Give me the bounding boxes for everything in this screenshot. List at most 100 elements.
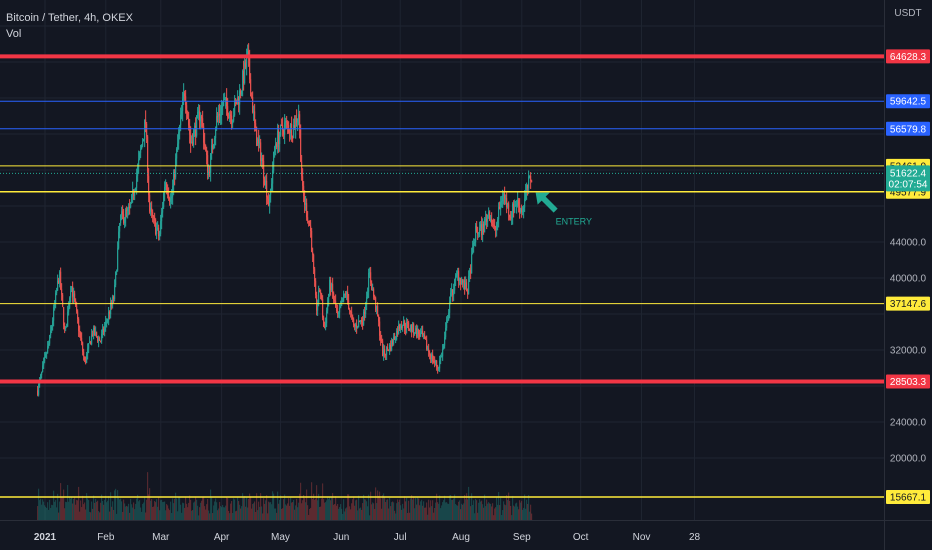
level-tag-label: 28503.3: [890, 377, 927, 388]
volume-bar: [300, 482, 302, 520]
volume-bar: [410, 498, 412, 520]
volume-bar: [194, 501, 196, 520]
volume-bar: [406, 497, 408, 520]
horizontal-levels[interactable]: 64628.359642.556579.852461.049577.937147…: [0, 49, 930, 504]
candle-body: [486, 218, 488, 222]
candle-body: [526, 185, 528, 193]
volume-bar: [93, 495, 95, 520]
volume-bar: [506, 495, 508, 520]
candle-body: [480, 224, 482, 228]
volume-bar: [326, 500, 328, 520]
volume-bar: [401, 509, 403, 520]
volume-bar: [166, 504, 168, 520]
candle-body: [443, 345, 445, 349]
volume-bar: [458, 501, 460, 520]
candle-body: [259, 142, 261, 144]
candle-body: [59, 271, 61, 283]
volume-bar: [209, 513, 211, 520]
volume-bar: [206, 504, 208, 520]
candle-body: [76, 305, 78, 312]
volume-bar: [493, 515, 495, 520]
volume-bar: [86, 493, 88, 520]
symbol-title[interactable]: Bitcoin / Tether, 4h, OKEX: [6, 12, 133, 24]
candle-body: [340, 306, 342, 308]
volume-bar: [154, 501, 156, 520]
candle-body: [99, 338, 101, 341]
volume-bar: [51, 504, 53, 520]
time-axis[interactable]: 2021 Feb Mar Apr May Jun Jul Aug Sep Oct Nov 28: [34, 532, 701, 543]
candle-body: [119, 223, 121, 232]
candle-body: [447, 320, 449, 322]
volume-bar: [462, 504, 464, 520]
candle-body: [313, 254, 315, 269]
volume-bar: [113, 509, 115, 520]
volume-bar: [130, 498, 132, 520]
volume-bar: [124, 503, 126, 520]
volume-bar: [38, 488, 40, 520]
candle-body: [396, 330, 398, 340]
candle-body: [355, 324, 357, 327]
volume-bar: [293, 499, 295, 520]
volume-label[interactable]: Vol: [6, 28, 22, 40]
candle-body: [293, 125, 295, 138]
candle-body: [144, 119, 146, 140]
candle-body: [204, 142, 206, 146]
candle-body: [249, 58, 251, 80]
volume-bar: [287, 503, 289, 520]
candle-body: [398, 324, 400, 334]
axis-currency: USDT: [894, 8, 921, 19]
volume-bar: [183, 503, 185, 520]
volume-bar: [461, 503, 463, 520]
volume-bar: [531, 513, 533, 520]
candle-body: [454, 279, 456, 291]
candle-body: [37, 390, 39, 395]
volume-bar: [455, 504, 457, 520]
volume-bar: [131, 504, 133, 520]
candle-body: [86, 354, 88, 363]
volume-bar: [442, 502, 444, 520]
time-tick-Nov: Nov: [633, 532, 651, 543]
candle-body: [166, 182, 168, 191]
candle-body: [487, 214, 489, 222]
candle-body: [187, 113, 189, 119]
candle-body: [291, 124, 293, 138]
volume-bar: [278, 503, 280, 520]
volume-bar: [377, 490, 379, 520]
volume-bar: [504, 504, 506, 520]
volume-bar: [105, 495, 107, 520]
volume-bar: [477, 512, 479, 520]
volume-bar: [437, 502, 439, 520]
volume-bar: [273, 493, 275, 520]
volume-bar: [508, 492, 510, 520]
volume-bar: [375, 487, 377, 520]
volume-bar: [481, 500, 483, 520]
volume-bar: [251, 508, 253, 520]
candle-body: [152, 211, 154, 217]
volume-bar: [279, 499, 281, 520]
volume-bar: [67, 484, 69, 520]
volume-bar: [108, 496, 110, 520]
volume-bar: [318, 493, 320, 520]
candle-body: [306, 203, 308, 218]
volume-bar: [236, 510, 238, 520]
candle-body: [162, 207, 164, 213]
price-axis[interactable]: USDT 20000.0 24000.0 32000.0 40000.0 44000.0 5…: [0, 8, 930, 465]
candle-body: [392, 340, 394, 345]
candle-body: [301, 161, 303, 177]
volume-bar: [274, 508, 276, 520]
candle-body: [386, 347, 388, 355]
volume-bar: [395, 513, 397, 520]
volume-bar: [371, 504, 373, 520]
candle-body: [80, 332, 82, 338]
candle-body: [148, 175, 150, 195]
volume-bar: [310, 507, 312, 520]
volume-bar: [332, 493, 334, 520]
candle-body: [508, 203, 510, 215]
volume-bar: [249, 493, 251, 520]
volume-bar: [407, 513, 409, 520]
candle-body: [139, 152, 141, 160]
candle-body: [358, 320, 360, 328]
volume-bar: [193, 502, 195, 520]
candle-body: [151, 208, 153, 212]
